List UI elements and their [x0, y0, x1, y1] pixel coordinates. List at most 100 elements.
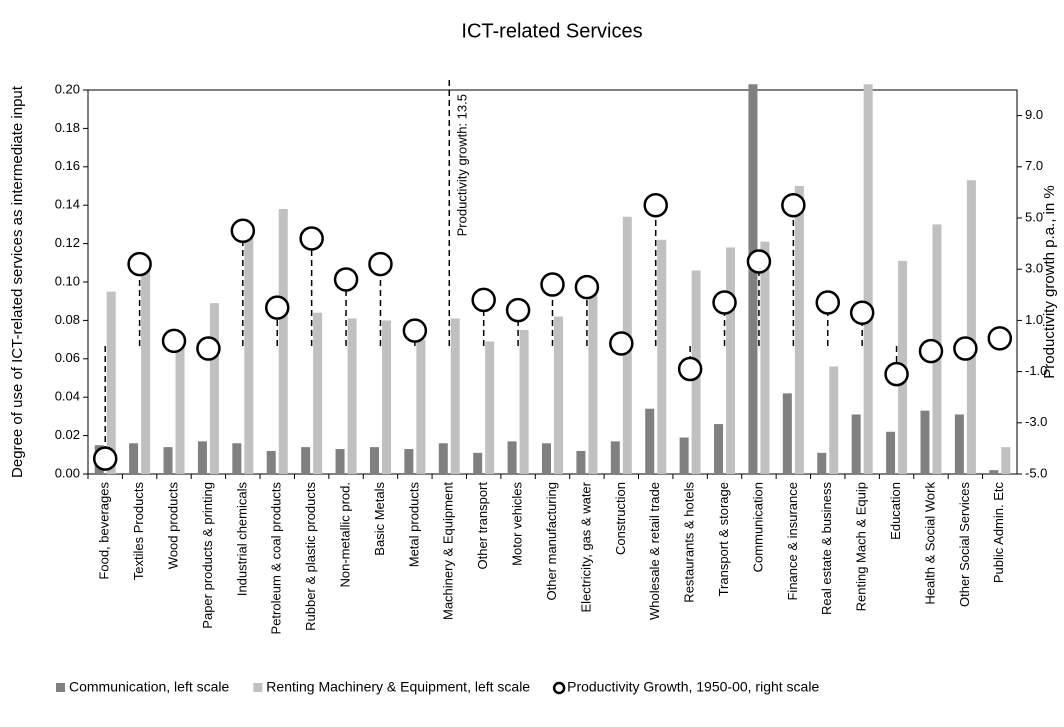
bar [610, 441, 620, 474]
bar [760, 241, 770, 474]
marker [849, 300, 875, 325]
bar [714, 424, 724, 474]
bar [335, 449, 345, 474]
bar [794, 186, 804, 474]
bar [473, 452, 483, 474]
x-tick-label: Motor vehicles [510, 482, 525, 566]
x-tick-label: Real estate & business [819, 482, 834, 615]
y-tick-label: 0.10 [55, 273, 80, 288]
x-tick-label: Communication [750, 482, 765, 572]
legend-label: Communication, left scale [69, 679, 230, 695]
y-tick-label: 0.06 [55, 350, 80, 365]
bar [450, 318, 460, 474]
x-tick-label: Other Social Services [957, 482, 972, 607]
marker [402, 318, 428, 343]
bar [106, 291, 116, 474]
bar [782, 393, 792, 474]
x-tick-label: Industrial chemicals [234, 482, 249, 597]
marker [333, 267, 359, 292]
marker [230, 218, 256, 244]
marker [505, 297, 531, 323]
bar [829, 366, 839, 474]
x-tick-label: Public Admin. Etc [991, 482, 1006, 584]
marker [299, 226, 324, 251]
marker [471, 287, 496, 313]
y-tick-label: 0.02 [55, 427, 80, 442]
y-tick-label: 0.16 [55, 158, 80, 173]
x-tick-label: Construction [613, 482, 628, 555]
x-tick-label: Non-metallic prod. [337, 482, 352, 588]
bar [485, 341, 495, 474]
marker [368, 251, 393, 277]
bar [438, 443, 448, 474]
x-tick-label: Textiles Products [131, 482, 146, 581]
legend-swatch [552, 681, 566, 695]
bar [278, 209, 288, 475]
bar [645, 408, 655, 474]
bar [416, 339, 426, 474]
bar [507, 441, 517, 474]
bar [313, 312, 323, 474]
bar [381, 320, 391, 474]
marker [781, 192, 806, 218]
y-tick-label: 0.08 [55, 312, 80, 327]
bar [657, 239, 667, 474]
y-tick-label: 0.00 [55, 465, 80, 480]
x-tick-label: Petroleum & coal products [269, 482, 284, 635]
marker [161, 328, 187, 354]
x-tick-label: Machinery & Equipment [441, 482, 456, 620]
marker [643, 192, 668, 218]
legend-swatch [56, 683, 65, 692]
bar [920, 410, 930, 474]
x-tick-label: Health & Social Work [922, 482, 937, 605]
bar [129, 443, 139, 474]
bar [404, 449, 414, 474]
bar [141, 262, 151, 474]
marker [746, 249, 772, 274]
x-tick-label: Rubber & plastic products [303, 482, 318, 631]
y-tick-label: 0.18 [55, 120, 80, 135]
bar [197, 441, 207, 474]
x-tick-label: Renting Mach & Equip [854, 482, 869, 611]
legend-swatch [253, 683, 263, 692]
x-tick-label: Wood products [165, 482, 180, 570]
y2-tick-label: 3.0 [1025, 261, 1043, 276]
bar [175, 339, 185, 474]
y2-tick-label: 7.0 [1025, 158, 1043, 173]
marker [196, 336, 221, 361]
marker [987, 326, 1013, 351]
y2-tick-label: -1.0 [1025, 363, 1047, 378]
bar [989, 470, 999, 474]
bar [863, 84, 873, 475]
bar [886, 431, 896, 474]
x-tick-label: Transport & storage [716, 482, 731, 596]
marker [815, 290, 841, 315]
marker [884, 361, 909, 387]
bar [726, 247, 736, 474]
bar [542, 443, 551, 474]
bar [519, 330, 529, 474]
bar [966, 180, 976, 475]
bar [163, 447, 173, 474]
marker [92, 446, 118, 471]
marker [264, 295, 290, 320]
x-tick-label: Other manufacturing [544, 482, 559, 601]
y2-tick-label: -3.0 [1025, 414, 1047, 429]
y2-tick-label: 1.0 [1025, 312, 1043, 327]
bar [851, 414, 861, 474]
y2-tick-label: 5.0 [1025, 209, 1043, 224]
bar [588, 289, 598, 474]
x-tick-label: Food, beverages [97, 482, 112, 580]
marker [918, 338, 944, 364]
bar [266, 450, 276, 474]
bar [554, 316, 563, 474]
legend-label: Renting Machinery & Equipment, left scal… [266, 679, 530, 695]
x-tick-label: Restaurants & hotels [682, 482, 697, 603]
marker [953, 336, 978, 361]
annotation: Productivity growth: 13.5 [455, 94, 470, 236]
y-tick-label: 0.12 [55, 235, 80, 250]
marker [574, 274, 600, 300]
x-tick-label: Metal products [406, 482, 421, 568]
x-tick-label: Other transport [475, 482, 490, 570]
